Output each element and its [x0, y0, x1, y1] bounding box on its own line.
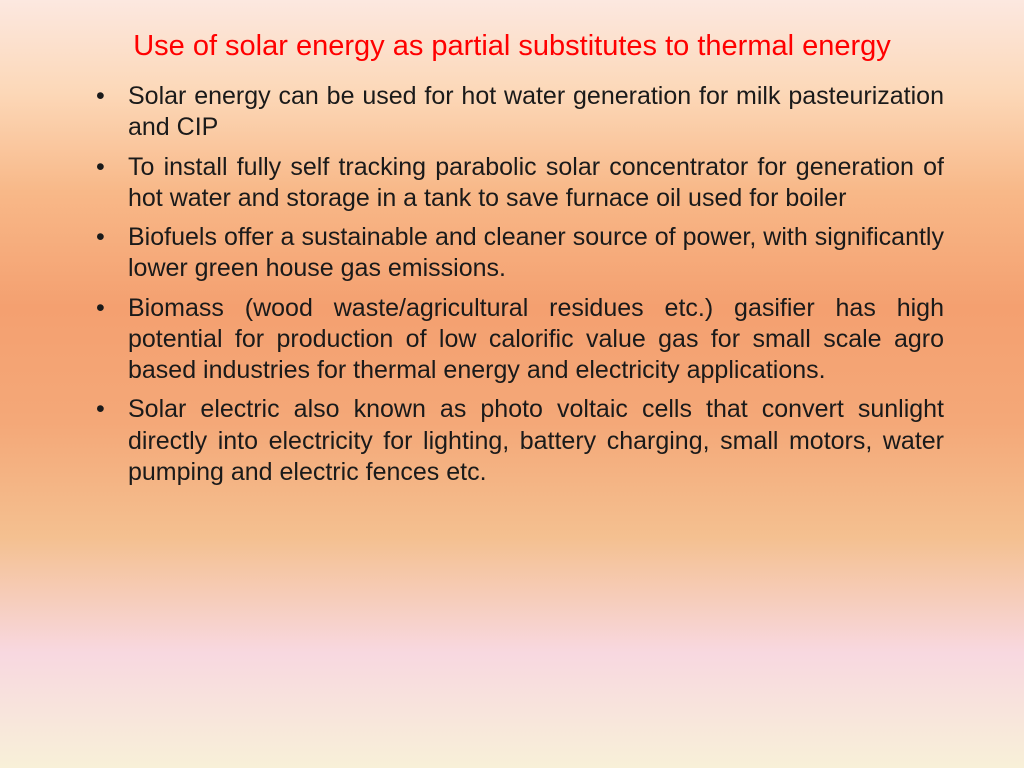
slide-title: Use of solar energy as partial substitut… [80, 30, 944, 63]
list-item: Biofuels offer a sustainable and cleaner… [80, 222, 944, 285]
list-item: Solar electric also known as photo volta… [80, 394, 944, 488]
list-item: To install fully self tracking parabolic… [80, 152, 944, 215]
bullet-list: Solar energy can be used for hot water g… [80, 81, 944, 488]
slide-container: Use of solar energy as partial substitut… [0, 0, 1024, 768]
list-item: Biomass (wood waste/agricultural residue… [80, 293, 944, 387]
list-item: Solar energy can be used for hot water g… [80, 81, 944, 144]
